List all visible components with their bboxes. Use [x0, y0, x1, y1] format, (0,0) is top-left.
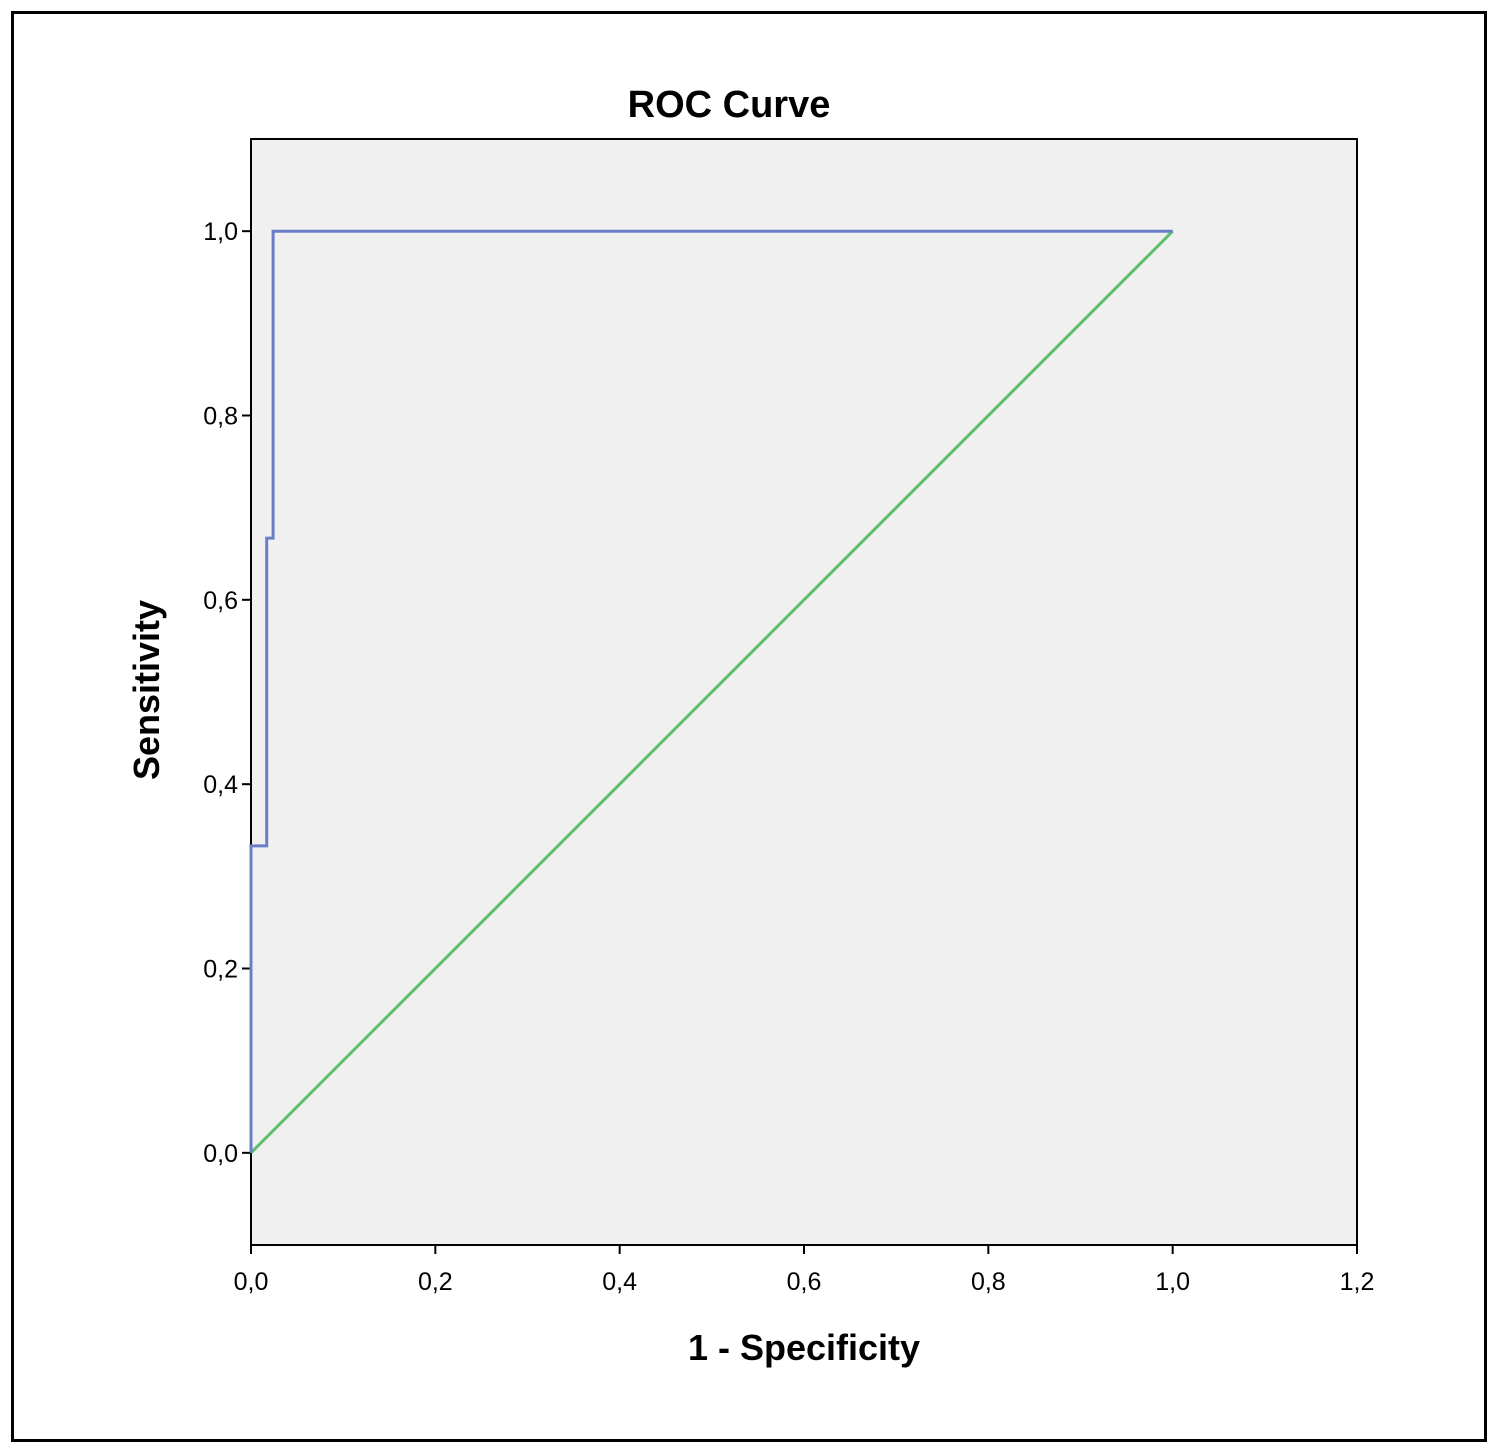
x-tick-label: 0,6	[787, 1268, 822, 1296]
x-tick-label: 1,0	[1155, 1268, 1190, 1296]
x-tick-label: 0,2	[418, 1268, 453, 1296]
plot-area	[250, 138, 1358, 1246]
y-tick-label: 0,0	[203, 1140, 238, 1168]
x-tick-label: 0,8	[971, 1268, 1006, 1296]
y-tick-label: 0,8	[203, 403, 238, 431]
y-tick-label: 1,0	[203, 218, 238, 246]
roc-curve-line	[249, 229, 1173, 1153]
x-tick-label: 0,4	[602, 1268, 637, 1296]
chart-title: ROC Curve	[628, 84, 831, 126]
y-axis-label: Sensitivity	[126, 600, 167, 780]
x-axis-label: 1 - Specificity	[688, 1327, 920, 1368]
x-tick-label: 1,2	[1340, 1268, 1375, 1296]
y-tick-label: 0,2	[203, 956, 238, 984]
x-tick-label: 0,0	[234, 1268, 269, 1296]
ticks-layer: 0,0 0,2 0,4 0,6 0,8 1,0 1,2 0,0 0,2 0,4 0,6 0,8 1,0	[203, 218, 1374, 1296]
reference-diagonal-line	[249, 230, 1174, 1154]
y-tick-label: 0,6	[203, 587, 238, 615]
series-layer	[249, 229, 1174, 1154]
y-tick-label: 0,4	[203, 771, 238, 799]
